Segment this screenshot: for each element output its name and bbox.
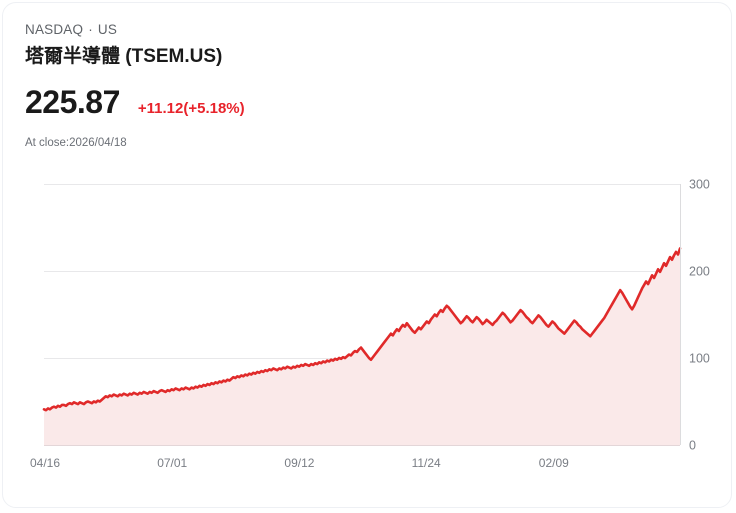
quote-header: NASDAQ · US 塔爾半導體 (TSEM.US) 225.87 +11.12(… <box>25 21 685 151</box>
close-timestamp: At close:2026/04/18 <box>25 137 127 149</box>
y-axis-labels: 0 100 200 300 <box>689 178 710 453</box>
region-label: US <box>97 22 118 37</box>
price-row: 225.87 +11.12(+5.18%) <box>25 84 685 120</box>
y-tick-label: 300 <box>689 178 710 192</box>
x-tick-label: 04/16 <box>30 456 60 470</box>
price-chart[interactable]: 0 100 200 300 04/16 07/01 09/12 11/24 02/09 <box>3 163 732 493</box>
price-value: 225.87 <box>25 84 120 120</box>
x-tick-label: 07/01 <box>157 456 187 470</box>
y-tick-label: 100 <box>689 352 710 366</box>
x-tick-label: 11/24 <box>412 456 441 470</box>
x-axis-labels: 04/16 07/01 09/12 11/24 02/09 <box>30 456 569 470</box>
y-tick-label: 200 <box>689 265 710 279</box>
chart-series-group <box>42 247 682 445</box>
price-area-fill <box>44 248 680 445</box>
x-tick-label: 09/12 <box>284 456 314 470</box>
exchange-name: NASDAQ <box>25 22 84 37</box>
page-title: 塔爾半導體 (TSEM.US) <box>25 46 223 67</box>
exchange-line: NASDAQ · US <box>25 21 685 39</box>
price-change: +11.12(+5.18%) <box>137 100 245 117</box>
y-tick-label: 0 <box>689 439 696 453</box>
exchange-separator: · <box>88 22 93 37</box>
price-chart-svg[interactable]: 0 100 200 300 04/16 07/01 09/12 11/24 02/09 <box>3 163 732 493</box>
price-line <box>42 247 682 412</box>
x-tick-label: 02/09 <box>539 456 569 470</box>
stock-quote-card: NASDAQ · US 塔爾半導體 (TSEM.US) 225.87 +11.12(… <box>2 2 732 508</box>
